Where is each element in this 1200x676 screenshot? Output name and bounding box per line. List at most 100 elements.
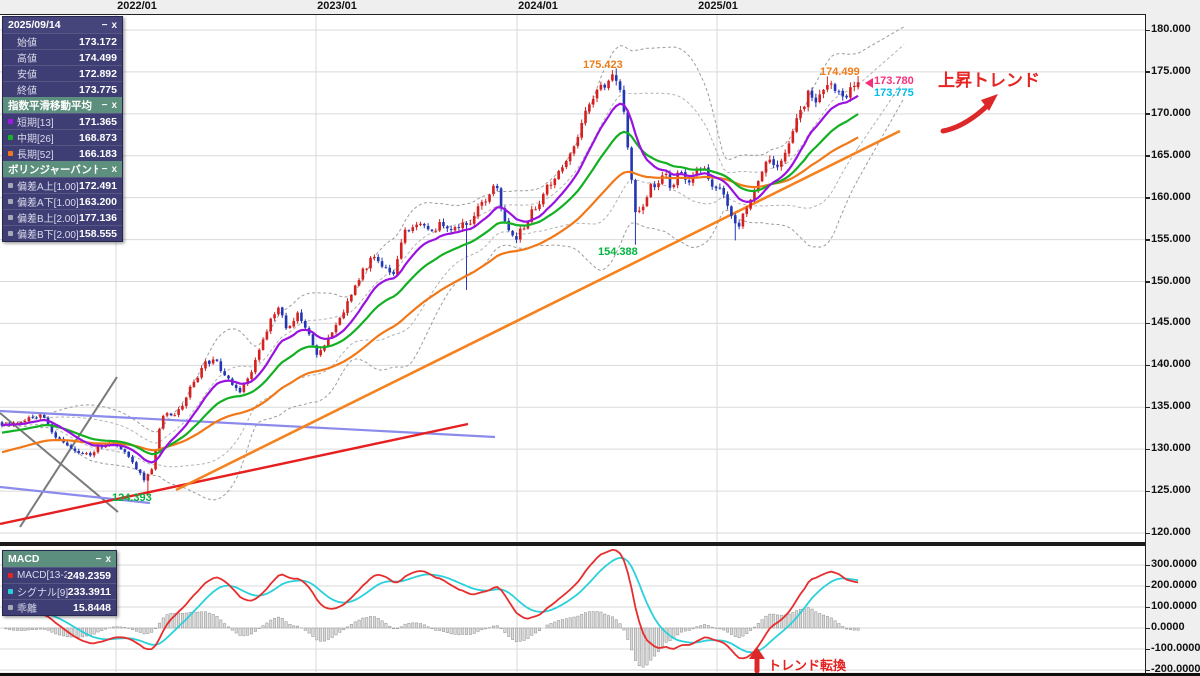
last-bid-label: 173.780 [874,75,914,87]
gray-trendline-up[interactable] [19,376,118,528]
macd-pane[interactable] [0,546,1145,672]
row-value: 172.491 [79,179,117,192]
close-icon[interactable]: x [111,163,117,175]
minimize-icon[interactable]: − [101,163,108,175]
panel-row: 偏差A下[1.00] 163.200 [3,193,122,209]
bollinger-panel-header: ボリンジャーバンド − x [3,161,122,177]
series-color-dot [8,135,13,140]
price-tick-label: 150.000 [1151,274,1191,287]
row-label: 偏差B下[2.00] [17,230,79,241]
series-color-dot [8,573,13,578]
price-tick-label: 0.0000 [1151,621,1185,633]
row-value: 15.8448 [73,601,111,614]
row-label: 安値 [17,70,37,81]
ema-panel-title: 指数平滑移動平均 [8,99,92,112]
macd-panel-title: MACD [8,553,40,565]
row-value: 172.892 [79,67,117,80]
price-tick-label: 130.000 [1151,442,1191,455]
last-price-arrow-marker [865,78,873,88]
channel-line-upper[interactable] [0,409,496,439]
ema-panel-header: 指数平滑移動平均 − x [3,97,122,113]
series-color-dot [8,231,13,236]
swing-high-label-2024: 175.423 [583,59,623,71]
date-tick-label: 2025/01 [698,0,738,12]
price-tick-label: -100.0000 [1151,642,1200,654]
uptrend-arrow[interactable] [940,94,998,134]
panel-row: 長期[52] 166.183 [3,145,122,161]
price-tick-label: 140.000 [1151,358,1191,371]
indicator-info-panel[interactable]: 2025/09/14 − x 始値 173.172 高値 174.499 安値 172.8… [2,16,123,242]
price-tick-label: 125.000 [1151,484,1191,497]
price-tick-label: 200.0000 [1151,579,1197,591]
swing-low-label-2024: 154.388 [598,246,638,258]
price-axis: 180.000 175.000 170.000 165.000 160.000 155.0… [1146,0,1200,676]
macd-info-panel[interactable]: MACD − x MACD[13-26]249.2359シグナル[9]233.3… [2,550,117,616]
close-icon[interactable]: x [111,99,117,111]
trend-reversal-arrow[interactable] [749,647,765,674]
row-label: 中期[26] [17,134,54,145]
panel-row: 安値 172.892 [3,65,122,81]
panel-row: シグナル[9] 233.3911 [3,583,116,599]
row-value: 163.200 [79,195,117,208]
date-axis: 2022/01 2023/01 2024/01 2025/01 [0,0,1146,15]
price-tick-label: 155.000 [1151,232,1191,245]
red-resistance-line[interactable] [0,422,469,526]
series-color-dot [8,183,13,188]
row-label: 終値 [17,86,37,97]
panel-row: 高値 174.499 [3,49,122,65]
trend-reversal-note[interactable]: トレンド転換 [768,658,847,673]
panel-row: 乖離 15.8448 [3,599,116,615]
series-color-dot [8,199,13,204]
minimize-icon[interactable]: − [101,99,108,111]
uptrend-note[interactable]: 上昇トレンド [938,71,1040,90]
row-label: 始値 [17,38,37,49]
row-label: シグナル[9] [17,588,68,599]
row-label: 偏差A上[1.00] [17,182,79,193]
candlestick-series [0,68,860,497]
price-tick-label: 165.000 [1151,148,1191,161]
close-icon[interactable]: x [105,553,111,565]
row-label: 短期[13] [17,118,54,129]
minimize-icon[interactable]: − [95,553,102,565]
row-label: 高値 [17,54,37,65]
series-color-dot [8,215,13,220]
panel-row: 偏差B上[2.00] 177.136 [3,209,122,225]
row-label: 長期[52] [17,150,54,161]
row-value: 233.3911 [67,585,111,598]
row-value: 173.775 [79,83,117,96]
series-color-dot [8,605,13,610]
close-icon[interactable]: x [111,19,117,31]
price-pane[interactable] [0,14,1145,542]
ohlc-panel-header: 2025/09/14 − x [3,17,122,33]
ohlc-panel-title: 2025/09/14 [8,19,61,31]
panel-row: 偏差B下[2.00] 158.555 [3,225,122,241]
price-tick-label: -200.0000 [1151,663,1200,675]
row-value: 173.172 [79,35,117,48]
row-label: 偏差B上[2.00] [17,214,79,225]
series-color-dot [8,151,13,156]
series-color-dot [8,589,13,594]
panel-row: 終値 173.775 [3,81,122,97]
row-value: 249.2359 [67,569,111,582]
row-value: 177.136 [79,211,117,224]
window-bottom-edge [0,672,1200,676]
row-value: 171.365 [79,115,117,128]
panel-row: 始値 173.172 [3,33,122,49]
panel-row: 中期[26] 168.873 [3,129,122,145]
orange-support-line[interactable] [175,129,901,492]
price-tick-label: 180.000 [1151,23,1191,35]
price-tick-label: 135.000 [1151,400,1191,413]
panel-row: 短期[13] 171.365 [3,113,122,129]
pane-splitter[interactable] [0,542,1146,546]
price-tick-label: 300.0000 [1151,558,1197,570]
price-tick-label: 145.000 [1151,316,1191,329]
minimize-icon[interactable]: − [101,19,108,31]
macd-histogram [4,607,860,668]
row-value: 168.873 [79,131,117,144]
swing-high-label-2025: 174.499 [820,66,860,78]
row-value: 166.183 [79,147,117,160]
channel-line-lower[interactable] [0,485,151,505]
price-tick-label: 160.000 [1151,190,1191,203]
